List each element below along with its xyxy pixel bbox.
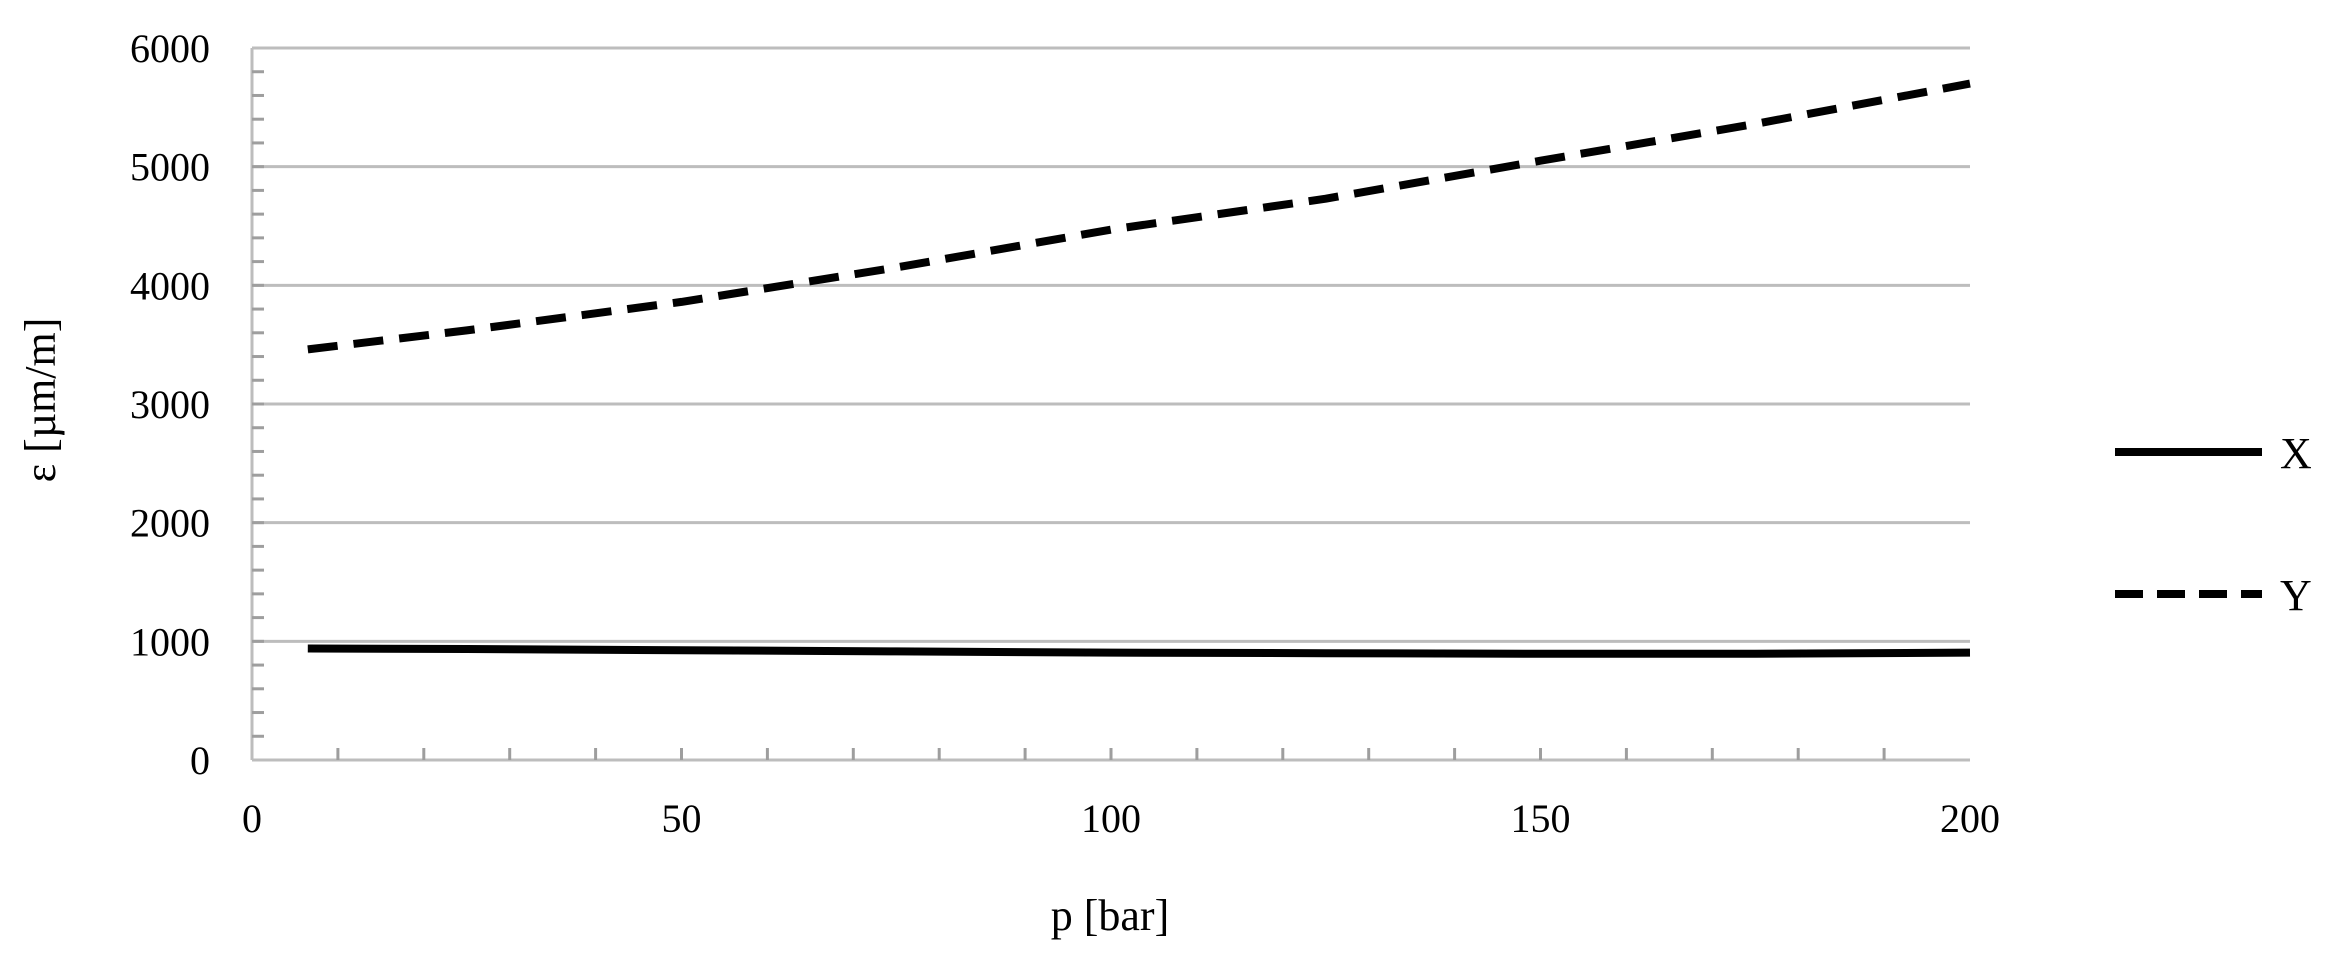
y-tick-label-3000: 3000: [130, 382, 210, 427]
x-tick-label-100: 100: [1081, 796, 1141, 841]
y-tick-label-0: 0: [190, 738, 210, 783]
x-tick-label-200: 200: [1940, 796, 2000, 841]
legend: X Y: [2115, 429, 2312, 620]
series-line-y: [307, 79, 1971, 354]
x-tick-label-50: 50: [662, 796, 702, 841]
y-tick-label-1000: 1000: [130, 619, 210, 664]
legend-label-x: X: [2280, 429, 2312, 478]
axes-layer: [250, 48, 1970, 762]
series-line-x: [307, 644, 1971, 658]
x-axis-title: p [bar]: [1051, 891, 1170, 940]
y-axis-title: ε [µm/m]: [16, 318, 65, 483]
y-tick-label-6000: 6000: [130, 26, 210, 71]
x-tick-label-150: 150: [1511, 796, 1571, 841]
y-tick-label-5000: 5000: [130, 145, 210, 190]
grid-layer: [252, 46, 1970, 643]
y-tick-label-2000: 2000: [130, 501, 210, 546]
y-tick-label-4000: 4000: [130, 263, 210, 308]
legend-label-y: Y: [2280, 571, 2312, 620]
x-tick-label-0: 0: [242, 796, 262, 841]
series-layer: [307, 79, 1971, 658]
